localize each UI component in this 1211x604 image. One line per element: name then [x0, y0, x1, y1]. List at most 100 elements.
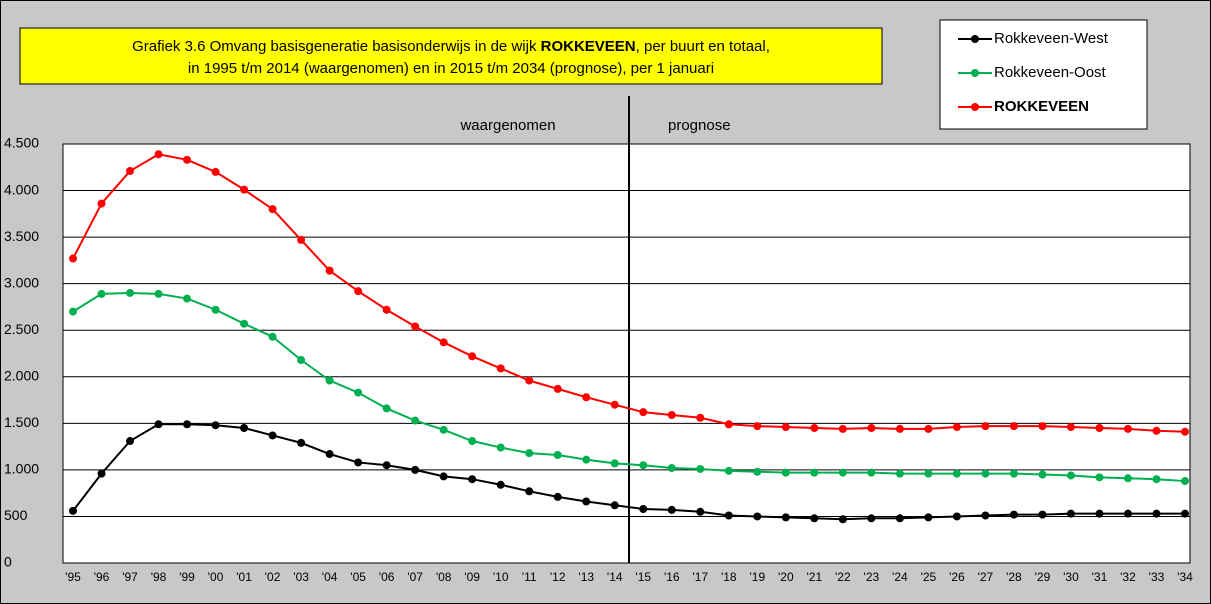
x-tick-label: '32: [1120, 570, 1136, 584]
data-point: [1152, 475, 1161, 484]
x-tick-label: '09: [464, 570, 480, 584]
x-tick-label: '05: [350, 570, 366, 584]
data-point: [553, 384, 562, 393]
data-point: [895, 424, 904, 433]
data-point: [1095, 473, 1104, 482]
data-point: [781, 468, 790, 477]
x-tick-label: '18: [721, 570, 737, 584]
title-part: , per buurt en totaal,: [636, 38, 770, 55]
x-tick-label: '01: [236, 570, 252, 584]
y-tick-label: 1.500: [4, 414, 39, 430]
data-point: [382, 461, 391, 470]
data-point: [724, 466, 733, 475]
chart-title: Grafiek 3.6 Omvang basisgeneratie basiso…: [132, 38, 770, 55]
data-point: [525, 487, 534, 496]
data-point: [97, 469, 106, 478]
x-tick-label: '29: [1035, 570, 1051, 584]
x-tick-label: '19: [749, 570, 765, 584]
data-point: [325, 376, 334, 385]
data-point: [69, 506, 77, 515]
y-tick-label: 3.000: [4, 274, 39, 290]
x-tick-label: '02: [265, 570, 281, 584]
data-point: [753, 512, 762, 521]
data-point: [753, 422, 762, 431]
data-point: [1066, 423, 1075, 432]
data-point: [553, 450, 562, 459]
data-point: [211, 305, 220, 314]
data-point: [867, 423, 876, 432]
legend-marker: [971, 35, 979, 43]
x-tick-label: '33: [1149, 570, 1165, 584]
data-point: [867, 468, 876, 477]
legend-label: Rokkeveen-Oost: [994, 64, 1107, 81]
data-point: [639, 504, 648, 513]
data-point: [97, 199, 106, 208]
data-point: [810, 514, 819, 523]
data-point: [1038, 422, 1047, 431]
data-point: [781, 423, 790, 432]
data-point: [1152, 509, 1161, 518]
data-point: [183, 155, 192, 164]
data-point: [895, 514, 904, 523]
data-point: [696, 507, 705, 516]
data-point: [439, 425, 448, 434]
data-point: [354, 388, 363, 397]
data-point: [696, 413, 705, 422]
data-point: [468, 475, 477, 484]
data-point: [354, 458, 363, 467]
data-point: [838, 468, 847, 477]
data-point: [981, 422, 990, 431]
data-point: [981, 511, 990, 520]
x-tick-label: '15: [635, 570, 651, 584]
x-tick-label: '22: [835, 570, 851, 584]
data-point: [126, 437, 135, 446]
data-point: [895, 469, 904, 478]
y-tick-label: 3.500: [4, 228, 39, 244]
data-point: [724, 420, 733, 429]
data-point: [496, 480, 505, 489]
data-point: [382, 305, 391, 314]
x-tick-label: '16: [664, 570, 680, 584]
data-point: [952, 512, 961, 521]
x-tick-label: '99: [179, 570, 195, 584]
legend-marker: [971, 103, 979, 111]
data-point: [1181, 509, 1189, 518]
x-tick-label: '34: [1177, 570, 1193, 584]
data-point: [297, 438, 306, 447]
y-tick-label: 4.000: [4, 181, 39, 197]
data-point: [411, 416, 420, 425]
data-point: [211, 421, 220, 430]
data-point: [69, 307, 77, 316]
chart-subtitle: in 1995 t/m 2014 (waargenomen) en in 201…: [188, 60, 714, 77]
y-tick-label: 1.000: [4, 461, 39, 477]
data-point: [1009, 510, 1018, 519]
data-point: [1066, 471, 1075, 480]
data-point: [439, 472, 448, 481]
data-point: [1181, 427, 1189, 436]
data-point: [582, 497, 591, 506]
data-point: [924, 424, 933, 433]
legend-marker: [971, 69, 979, 77]
data-point: [639, 461, 648, 470]
data-point: [1038, 510, 1047, 519]
x-tick-label: '31: [1092, 570, 1108, 584]
data-point: [1038, 470, 1047, 479]
y-tick-label: 2.000: [4, 367, 39, 383]
data-point: [696, 464, 705, 473]
data-point: [1181, 477, 1189, 486]
title-part: Grafiek 3.6 Omvang basisgeneratie basiso…: [132, 38, 541, 55]
x-tick-label: '96: [94, 570, 110, 584]
data-point: [810, 423, 819, 432]
data-point: [753, 467, 762, 476]
data-point: [667, 464, 676, 473]
x-tick-label: '14: [607, 570, 623, 584]
data-point: [838, 424, 847, 433]
plot-area: [62, 143, 1191, 564]
data-point: [240, 185, 249, 194]
x-tick-label: '17: [692, 570, 708, 584]
data-point: [382, 404, 391, 413]
data-point: [981, 469, 990, 478]
data-point: [154, 150, 163, 159]
data-point: [297, 235, 306, 244]
